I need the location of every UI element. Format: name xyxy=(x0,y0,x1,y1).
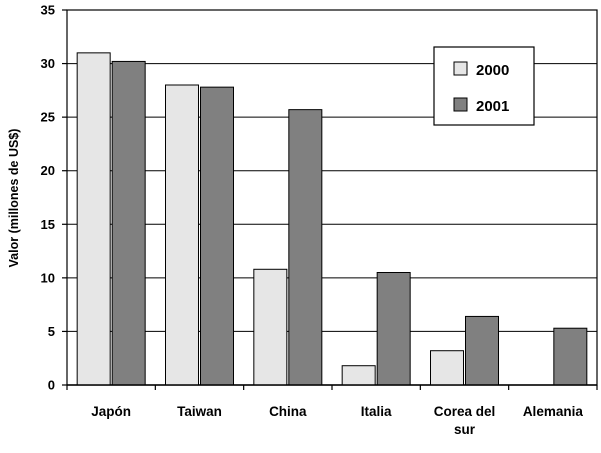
bar-2000-3 xyxy=(341,365,376,386)
bar-2001-2 xyxy=(288,109,323,386)
bar-2001-5 xyxy=(553,327,588,386)
bar-2001-3 xyxy=(376,272,411,386)
legend-label-2001: 2001 xyxy=(476,98,509,115)
bar-2001-1 xyxy=(200,86,234,386)
bars xyxy=(76,52,588,386)
bar-2000-4 xyxy=(430,350,464,386)
axes xyxy=(62,9,598,390)
bar-2001-0 xyxy=(111,60,146,386)
x-tick-label: Japón xyxy=(91,404,131,419)
labels: 0 5 10 15 20 25 30 35 Japón Taiwan China Italia Core… xyxy=(41,3,584,438)
legend-swatch-2000 xyxy=(453,61,468,76)
legend-swatch-2001 xyxy=(453,97,468,112)
y-tick-label: 35 xyxy=(41,3,55,18)
bar-2000-0 xyxy=(76,52,111,386)
legend: 2000 2001 xyxy=(433,46,535,126)
x-tick-label-line: sur xyxy=(454,422,476,437)
bar-2000-2 xyxy=(253,268,288,386)
x-tick-label-line: Corea del xyxy=(434,404,496,419)
y-tick-label: 5 xyxy=(48,324,55,339)
y-tick-label: 25 xyxy=(41,110,55,125)
x-tick-label-line: Japón xyxy=(91,404,131,419)
y-tick-label: 30 xyxy=(41,56,55,71)
x-tick-label: Taiwan xyxy=(177,404,222,419)
x-tick-label: Italia xyxy=(361,404,392,419)
legend-label-2000: 2000 xyxy=(476,62,509,79)
legend-box xyxy=(433,46,535,126)
x-tick-label: Alemania xyxy=(523,404,584,419)
y-tick-label: 10 xyxy=(41,270,55,285)
y-tick-label: 15 xyxy=(41,217,55,232)
x-tick-label-line: Taiwan xyxy=(177,404,222,419)
bar-2001-4 xyxy=(465,315,499,386)
x-tick-label-line: Italia xyxy=(361,404,392,419)
x-tick-label: Corea del sur xyxy=(434,404,496,437)
y-tick-label: 0 xyxy=(48,378,55,393)
x-tick-label-line: Alemania xyxy=(523,404,584,419)
x-tick-label: China xyxy=(269,404,307,419)
y-axis-title: Valor (millones de US$) xyxy=(7,129,21,268)
y-tick-label: 20 xyxy=(41,163,55,178)
bar-2000-1 xyxy=(165,84,199,386)
x-tick-label-line: China xyxy=(269,404,307,419)
